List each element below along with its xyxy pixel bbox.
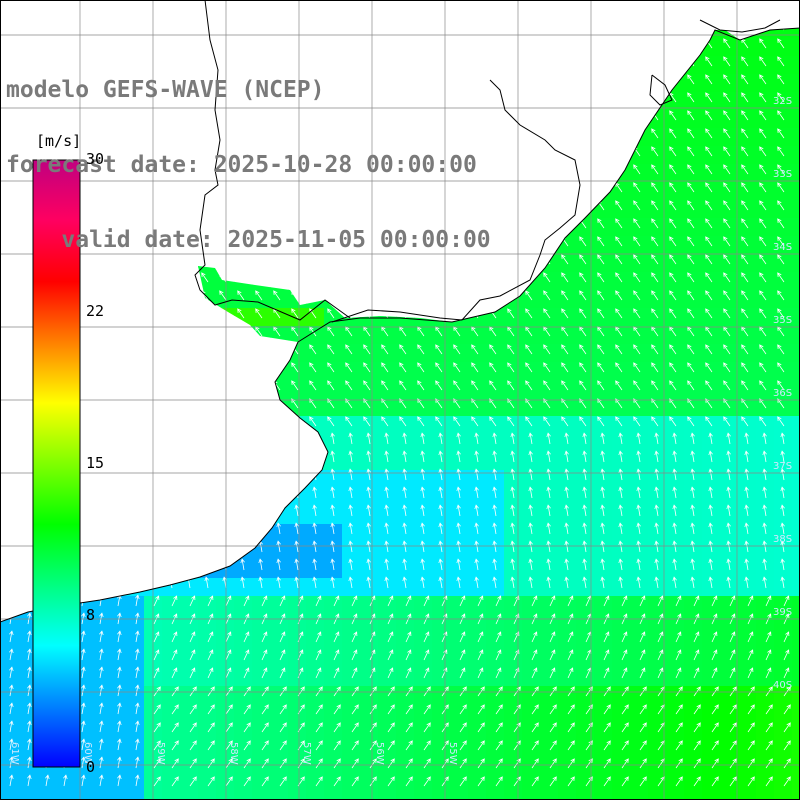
wind-speed-field: [0, 28, 800, 800]
lon-label: 60W: [82, 742, 93, 765]
lat-label: 40S: [773, 680, 792, 691]
lat-label: 39S: [773, 607, 792, 618]
lon-label: 56W: [374, 742, 385, 765]
colorbar-gradient: [32, 159, 81, 768]
coastline: [0, 0, 800, 623]
colorbar: [32, 159, 81, 768]
colorbar-tick-22: 22: [86, 302, 105, 320]
colorbar-tick-8: 8: [86, 606, 96, 624]
latitude-labels: 32S 33S 34S 35S 36S 37S 38S 39S 40S: [773, 96, 792, 691]
lat-label: 37S: [773, 461, 792, 472]
colorbar-tick-30: 30: [86, 150, 105, 168]
lon-label: 58W: [228, 742, 239, 765]
lon-label: 55W: [447, 742, 458, 765]
longitude-labels: 61W 60W 59W 58W 57W 56W 55W: [9, 742, 458, 765]
lon-label: 59W: [155, 742, 166, 765]
lat-label: 38S: [773, 534, 792, 545]
lon-label: 57W: [301, 742, 312, 765]
lat-label: 33S: [773, 169, 792, 180]
colorbar-unit: [m/s]: [36, 132, 82, 150]
colorbar-tick-0: 0: [86, 758, 96, 776]
lat-label: 32S: [773, 96, 792, 107]
lat-label: 35S: [773, 315, 792, 326]
lat-label: 34S: [773, 242, 792, 253]
lon-label: 61W: [9, 742, 20, 765]
lat-label: 36S: [773, 388, 792, 399]
colorbar-tick-15: 15: [86, 454, 105, 472]
